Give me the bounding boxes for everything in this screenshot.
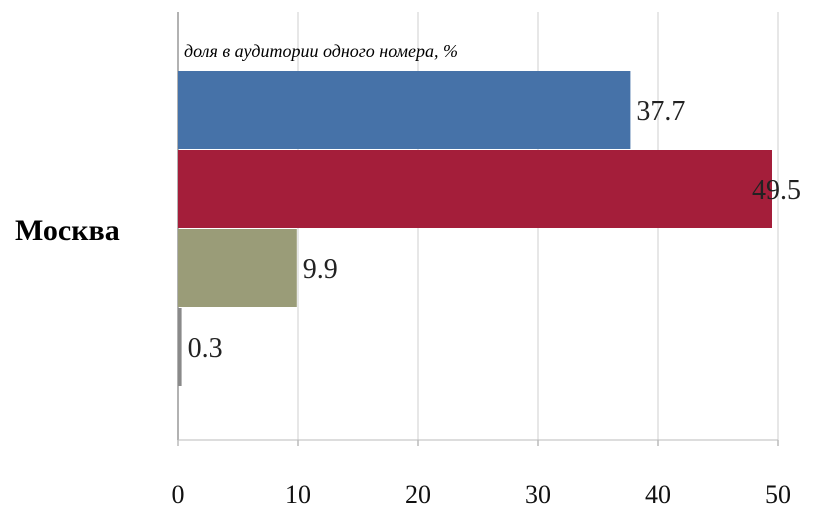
bar-value-label: 0.3: [188, 333, 223, 364]
bar-value-label: 9.9: [303, 254, 338, 285]
bar-value-label: 37.7: [636, 96, 685, 127]
category-label: Москва: [15, 214, 120, 247]
chart-subtitle: доля в аудитории одного номера, %: [184, 41, 458, 61]
x-tick-label: 0: [172, 480, 185, 509]
x-tick-label: 50: [765, 480, 791, 509]
bar-series: [178, 71, 772, 386]
x-tick-labels: 0 10 20 30 40 50: [172, 480, 792, 509]
x-tick-label: 10: [285, 480, 311, 509]
bar-value-label: 49.5: [752, 175, 801, 206]
bar: [178, 150, 772, 228]
bar: [178, 229, 297, 307]
value-labels: 37.7 49.5 9.9 0.3: [188, 96, 801, 364]
x-tick-label: 20: [405, 480, 431, 509]
x-tick-label: 30: [525, 480, 551, 509]
bar: [178, 71, 631, 149]
bar: [178, 308, 182, 386]
x-tick-label: 40: [645, 480, 671, 509]
